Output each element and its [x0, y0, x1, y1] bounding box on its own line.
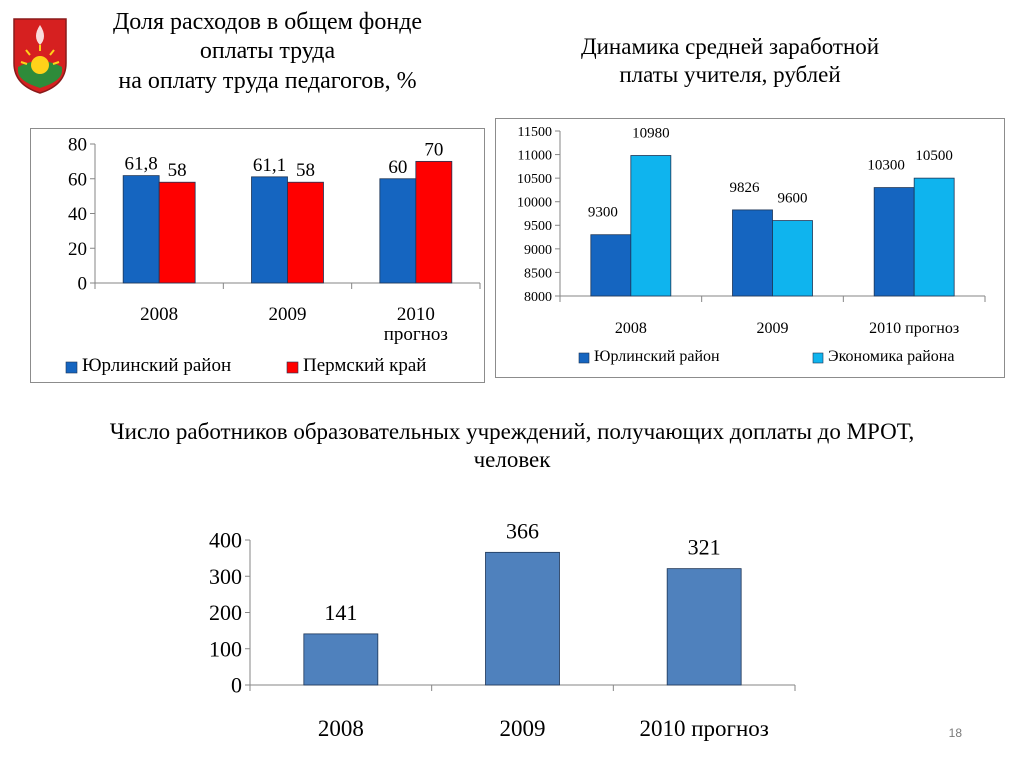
bar	[303, 633, 379, 686]
share-chart: 0 20 40 60 80 2008 61,8 58 2009 61,1 58 2010прогноз…	[30, 128, 485, 383]
bar	[873, 187, 915, 297]
legend-label: Юрлинский район	[594, 348, 720, 365]
y-tick-label: 8000	[524, 290, 552, 305]
bar	[415, 160, 453, 284]
bar	[913, 177, 955, 297]
title-line: Динамика средней заработной	[580, 34, 880, 59]
bar	[122, 175, 160, 284]
data-label: 9300	[588, 205, 618, 221]
y-tick-label: 0	[231, 673, 242, 698]
x-tick-label: 2008	[140, 304, 178, 325]
data-label: 10300	[867, 158, 905, 174]
bar	[287, 181, 324, 284]
data-label: 366	[506, 518, 539, 543]
y-tick-label: 0	[78, 274, 88, 295]
data-label: 58	[296, 160, 315, 181]
data-label: 61,8	[125, 154, 158, 175]
title-line: оплаты труда	[199, 38, 336, 65]
legend-label: Пермский край	[303, 355, 426, 376]
y-tick-label: 8500	[524, 266, 552, 281]
y-tick-label: 60	[68, 169, 87, 190]
x-tick-label: 2010 прогноз	[869, 320, 959, 337]
legend-label: Юрлинский район	[82, 355, 231, 376]
y-tick-label: 9500	[524, 219, 552, 234]
data-label: 70	[424, 139, 443, 160]
y-tick-label: 200	[209, 600, 242, 625]
y-tick-label: 400	[209, 528, 242, 553]
data-label: 10980	[632, 126, 670, 142]
x-tick-label: 2010 прогноз	[639, 716, 768, 741]
y-tick-label: 20	[68, 239, 87, 260]
chart-title-mrot: Число работников образовательных учрежде…	[10, 418, 1014, 474]
y-tick-label: 11500	[518, 125, 552, 140]
y-tick-label: 10000	[517, 196, 552, 211]
legend-swatch	[812, 352, 824, 364]
chart-frame	[30, 128, 485, 383]
y-tick-label: 10500	[517, 172, 552, 187]
page-number: 18	[948, 726, 962, 740]
bar	[732, 209, 773, 297]
y-tick-label: 40	[68, 204, 87, 225]
bar	[485, 551, 560, 686]
bar	[772, 220, 813, 297]
x-tick-label: 2008	[615, 320, 647, 337]
bar	[379, 178, 417, 284]
title-line: на оплату труда педагогов, %	[118, 67, 417, 94]
y-tick-label: 9000	[524, 243, 552, 258]
legend-swatch	[286, 361, 299, 374]
bar	[666, 568, 742, 686]
chart-title-share: Доля расходов в общем фонде оплаты труда…	[75, 8, 460, 96]
data-label: 60	[388, 157, 407, 178]
chart-title-salary: Динамика средней заработной платы учител…	[530, 33, 930, 89]
mrot-chart: 0 100 200 300 400 2008 141 2009 366 2010 прогноз 3…	[209, 518, 796, 741]
bar	[158, 181, 196, 284]
legend-swatch	[578, 352, 590, 364]
title-line: Доля расходов в общем фонде	[112, 9, 423, 35]
y-tick-label: 80	[68, 135, 87, 156]
x-tick-label: 2008	[318, 716, 364, 741]
title-line: Число работников образовательных учрежде…	[109, 419, 915, 444]
coat-of-arms-icon	[10, 15, 70, 95]
data-label: 58	[168, 160, 187, 181]
x-tick-label: 2010	[397, 304, 435, 325]
data-label: 9600	[778, 191, 808, 207]
legend-label: Экономика района	[828, 348, 954, 365]
legend-swatch	[65, 361, 78, 374]
y-tick-label: 300	[209, 564, 242, 589]
x-tick-label: 2009	[757, 320, 789, 337]
bar	[590, 234, 632, 297]
x-tick-label: 2009	[269, 304, 307, 325]
data-label: 321	[688, 535, 721, 560]
title-line: человек	[473, 447, 551, 473]
bar	[630, 155, 672, 297]
data-label: 10500	[915, 148, 953, 164]
salary-chart: 8000 8500 9000 9500 10000 10500 11000 11500 2008…	[495, 118, 1005, 378]
x-tick-label: прогноз	[384, 324, 448, 345]
data-label: 141	[324, 600, 357, 625]
y-tick-label: 11000	[518, 148, 552, 163]
data-label: 61,1	[253, 155, 286, 176]
y-tick-label: 100	[209, 636, 242, 661]
title-line: платы учителя, рублей	[619, 62, 841, 88]
bar	[251, 176, 288, 284]
chart-frame	[495, 118, 1005, 378]
data-label: 9826	[730, 180, 761, 196]
x-tick-label: 2009	[500, 716, 546, 741]
